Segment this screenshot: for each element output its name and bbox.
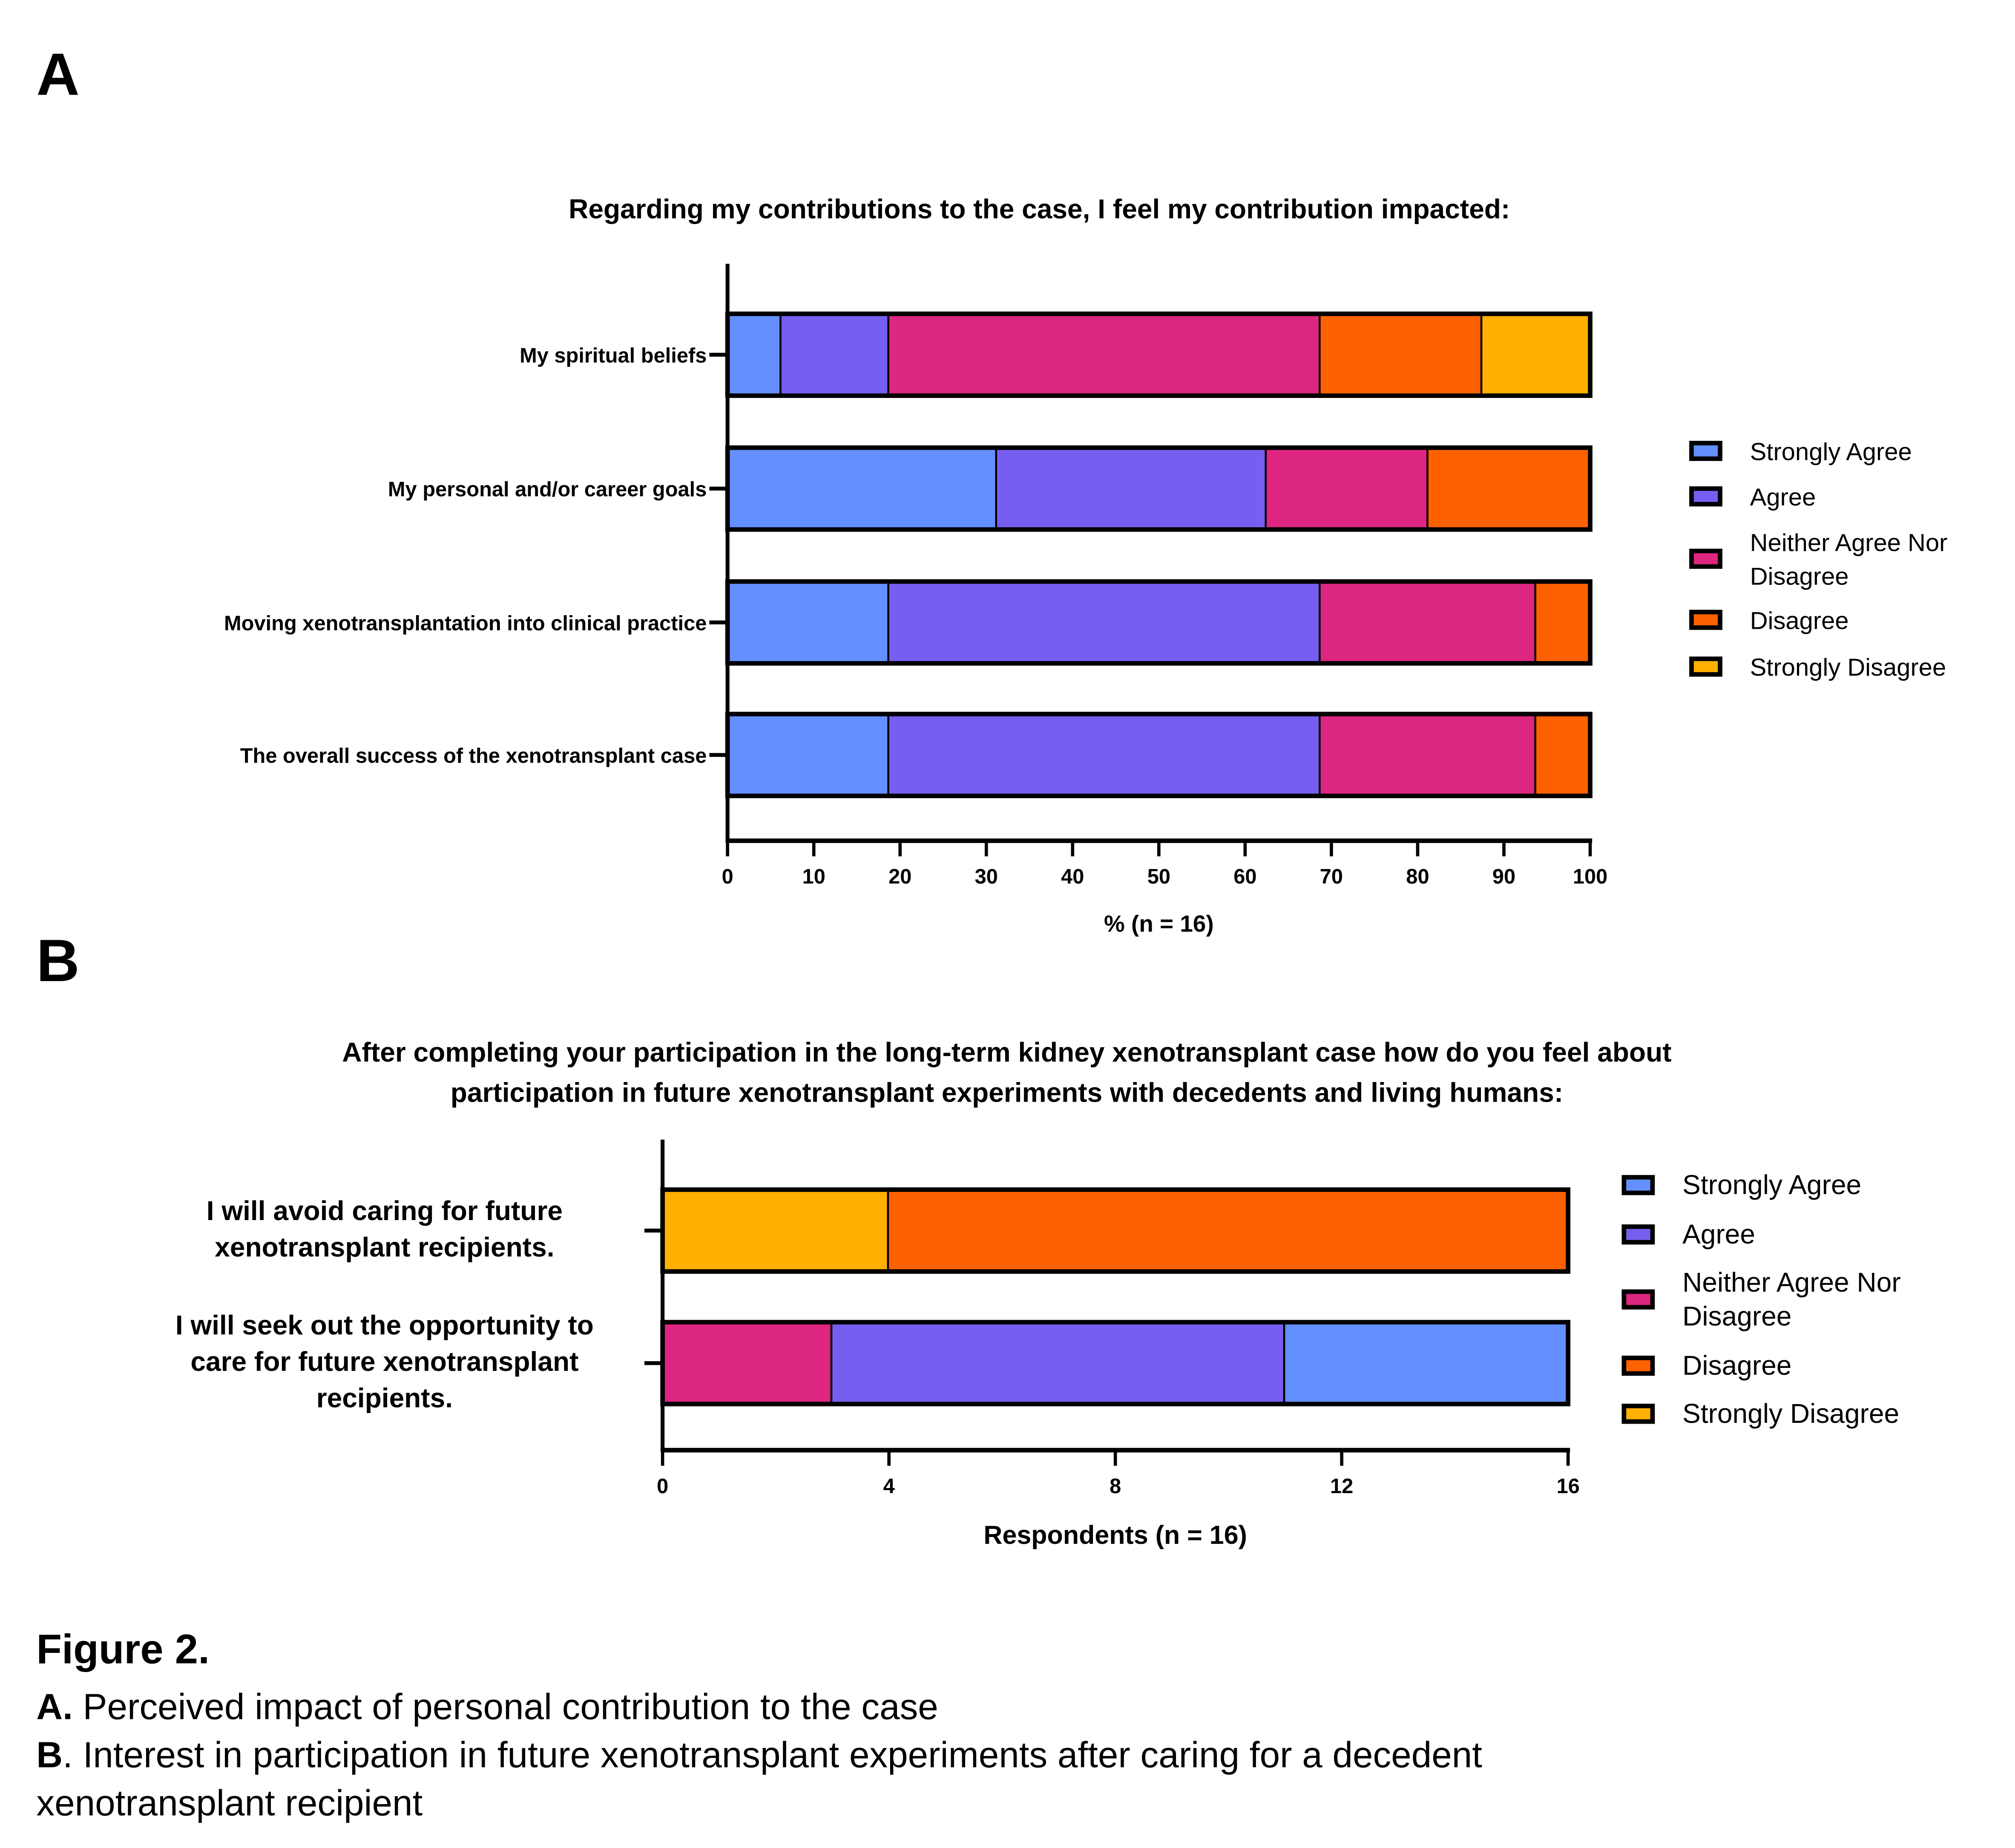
category-label: Moving xenotransplantation into clinical… [224,612,707,635]
panel-a-letter: A [36,40,80,108]
bar-segment-neither-agree-nor-disagree [889,314,1321,396]
x-tick-label: 80 [1406,865,1429,888]
x-tick-label: 0 [722,865,733,888]
bar-segment-strongly-agree [1285,1322,1568,1404]
chart-b-title-line: participation in future xenotransplant e… [450,1078,1564,1108]
bar-segment-disagree [1320,314,1483,396]
bar-segment-strongly-agree [727,314,782,396]
bar-segment-strongly-disagree [1482,314,1590,396]
legend-label: Neither Agree Nor [1750,529,1948,556]
x-tick-label: 30 [975,865,998,888]
bar-segment-agree [997,447,1267,530]
caption-b-text: . Interest in participation in future xe… [63,1735,1482,1775]
bar-segment-agree [889,581,1321,664]
bar-segment-strongly-agree [727,714,889,796]
legend-label: Agree [1682,1219,1755,1249]
x-tick-label: 10 [802,865,825,888]
category-label: xenotransplant recipients. [215,1232,554,1263]
x-tick-label: 90 [1492,865,1515,888]
legend-swatch [1689,440,1722,461]
bar-segment-neither-agree-nor-disagree [1320,714,1536,796]
chart-a: My spiritual beliefs My personal and/or c… [224,264,1948,937]
bar-segment-neither-agree-nor-disagree [662,1322,833,1404]
legend-swatch [1621,1356,1655,1376]
caption-a-prefix: A. [36,1687,73,1727]
legend-label: Strongly Disagree [1750,654,1946,681]
legend-label: Strongly Disagree [1682,1398,1899,1429]
legend-swatch [1689,610,1722,630]
bar-segment-agree [832,1322,1285,1404]
legend-swatch [1621,1289,1655,1310]
x-tick-label: 8 [1110,1475,1121,1498]
legend-swatch [1689,656,1722,677]
x-tick-label: 60 [1233,865,1256,888]
bar-segment-strongly-disagree [662,1189,889,1272]
category-label: I will avoid caring for future [207,1195,563,1226]
chart-b-title: After completing your participation in t… [78,1033,1936,1114]
chart-a-title: Regarding my contributions to the case, … [569,195,1510,225]
legend-swatch [1689,486,1722,507]
x-tick-label: 20 [888,865,911,888]
caption-b-prefix: B [36,1735,63,1775]
category-label: care for future xenotransplant [190,1346,578,1377]
bar-segment-neither-agree-nor-disagree [1320,581,1536,664]
bar-segment-agree [889,714,1321,796]
legend-swatch [1621,1224,1655,1245]
x-tick-label: 50 [1147,865,1170,888]
legend-swatch [1689,548,1722,569]
chart-b-title-line: After completing your participation in t… [342,1038,1672,1068]
x-tick-label: 40 [1061,865,1084,888]
bar-segment-strongly-agree [727,581,889,664]
caption-a: A. Perceived impact of personal contribu… [36,1684,938,1730]
legend-label: Agree [1750,484,1816,511]
panel-b-letter: B [36,926,80,994]
bar-segment-disagree [1536,581,1590,664]
legend-swatch [1621,1404,1655,1424]
bar-segment-neither-agree-nor-disagree [1267,447,1429,530]
caption-title: Figure 2. [36,1625,210,1672]
legend-label: Disagree [1750,563,1849,590]
x-tick-label: 70 [1320,865,1343,888]
legend-label: Neither Agree Nor [1682,1267,1901,1298]
caption-b: B. Interest in participation in future x… [36,1732,1482,1778]
x-tick-label: 0 [657,1475,668,1498]
legend-label: Disagree [1682,1301,1791,1331]
legend-label: Disagree [1682,1350,1791,1381]
bar-segment-disagree [1536,714,1590,796]
x-tick-label: 4 [883,1475,895,1498]
legend-label: Strongly Agree [1682,1169,1861,1200]
x-tick-label: 16 [1557,1475,1580,1498]
category-label: My personal and/or career goals [388,478,707,501]
category-label: My spiritual beliefs [520,344,707,367]
category-label: I will seek out the opportunity to [175,1310,594,1341]
x-axis-title: Respondents (n = 16) [983,1520,1247,1549]
category-label: recipients. [316,1382,453,1413]
legend-label: Strongly Agree [1750,438,1912,466]
bar-segment-disagree [889,1189,1568,1272]
legend-swatch [1621,1175,1655,1195]
legend-label: Disagree [1750,607,1849,634]
caption-b-line2: xenotransplant recipient [36,1783,423,1823]
x-tick-label: 100 [1573,865,1607,888]
x-axis-title: % (n = 16) [1104,910,1214,937]
category-label: The overall success of the xenotransplan… [240,745,707,768]
x-tick-label: 12 [1330,1475,1353,1498]
bar-segment-disagree [1428,447,1590,530]
bar-segment-agree [781,314,889,396]
bar-segment-strongly-agree [727,447,997,530]
caption-a-text: Perceived impact of personal contributio… [72,1687,938,1727]
